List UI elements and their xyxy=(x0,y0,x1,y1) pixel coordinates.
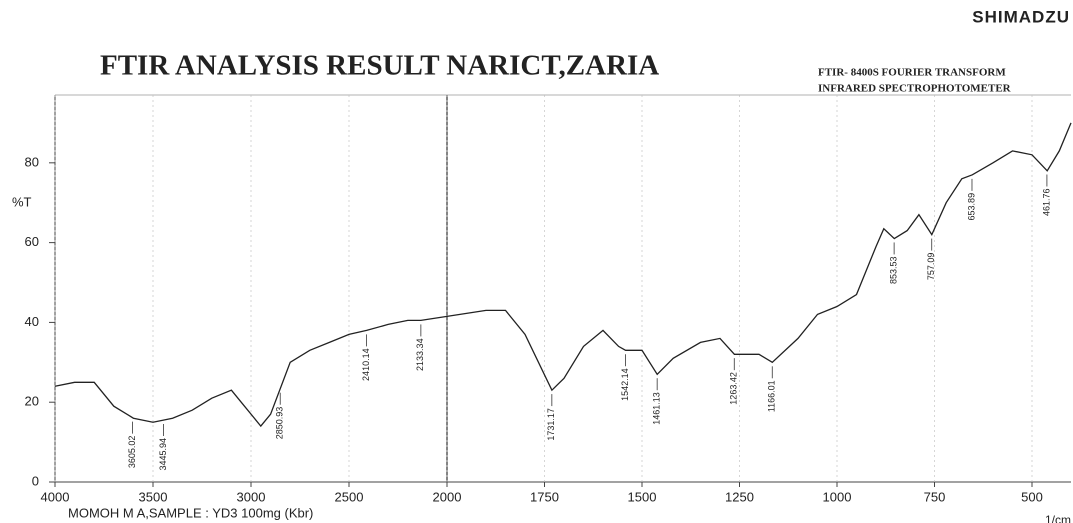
brand: SHIMADZU xyxy=(972,7,1070,26)
y-tick-label: 40 xyxy=(25,314,39,329)
peak-label: 3605.02 xyxy=(127,436,137,469)
peak-label: 653.89 xyxy=(966,193,976,221)
y-tick-label: 60 xyxy=(25,234,39,249)
x-axis-label: 1/cm xyxy=(1045,513,1071,523)
x-tick-label: 750 xyxy=(924,489,946,504)
x-tick-label: 1750 xyxy=(530,489,559,504)
peak-label: 461.76 xyxy=(1041,188,1051,216)
spectrum-line xyxy=(54,122,1072,428)
peak-label: 1166.01 xyxy=(767,380,777,412)
instrument-line: INFRARED SPECTROPHOTOMETER xyxy=(818,83,1012,95)
x-tick-label: 3000 xyxy=(237,489,266,504)
peak-label: 1263.42 xyxy=(729,372,739,405)
y-tick-label: 80 xyxy=(25,154,39,169)
x-tick-label: 1250 xyxy=(725,489,754,504)
x-tick-label: 1500 xyxy=(628,489,657,504)
peak-label: 1731.17 xyxy=(546,408,556,441)
x-tick-label: 2500 xyxy=(335,489,364,504)
chart-title: FTIR ANALYSIS RESULT NARICT,ZARIA xyxy=(100,50,659,82)
peak-label: 1542.14 xyxy=(620,368,630,401)
footer: MOMOH M A,SAMPLE : YD3 100mg (Kbr) xyxy=(68,505,313,520)
x-tick-label: 1000 xyxy=(823,489,852,504)
y-tick-label: 20 xyxy=(25,394,39,409)
x-tick-label: 3500 xyxy=(139,489,168,504)
peak-label: 2410.14 xyxy=(361,348,371,381)
instrument-line: FTIR- 8400S FOURIER TRANSFORM xyxy=(818,67,1006,79)
peak-label: 2850.93 xyxy=(275,407,285,440)
y-axis-label: %T xyxy=(12,194,32,209)
peak-label: 3445.94 xyxy=(158,438,168,471)
x-tick-label: 2000 xyxy=(433,489,462,504)
x-tick-label: 4000 xyxy=(41,489,70,504)
peak-label: 757.09 xyxy=(926,253,936,281)
x-tick-label: 500 xyxy=(1021,489,1043,504)
peak-label: 853.53 xyxy=(888,256,898,284)
peak-label: 1461.13 xyxy=(652,392,662,425)
y-tick-label: 0 xyxy=(32,473,39,488)
peak-label: 2133.34 xyxy=(415,338,425,371)
